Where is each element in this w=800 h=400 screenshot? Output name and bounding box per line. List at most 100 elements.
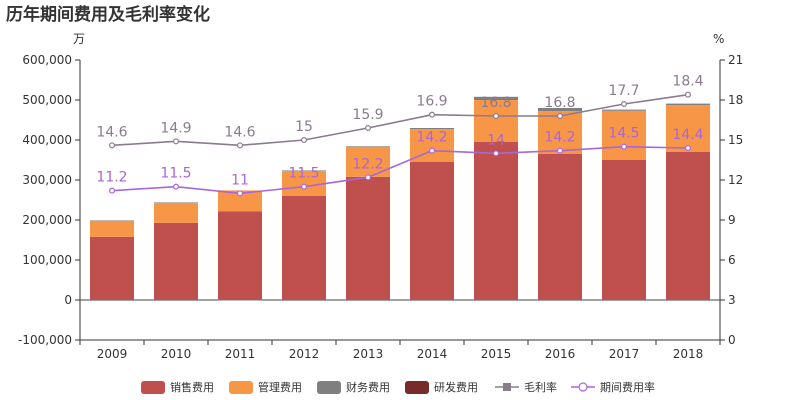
legend-swatch <box>405 381 429 394</box>
x-tick-label: 2013 <box>353 347 384 361</box>
data-label: 14.4 <box>672 127 703 143</box>
legend-label: 管理费用 <box>258 380 302 394</box>
right-tick-label: 3 <box>728 293 736 307</box>
right-tick-label: 21 <box>728 53 743 67</box>
data-point <box>108 187 115 194</box>
axes: -100,000 0 100,000 200,000 300,000 400,000 500… <box>18 53 743 361</box>
legend-label: 期间费用率 <box>600 380 655 394</box>
data-label: 14.9 <box>160 120 191 136</box>
left-axis-unit: 万 <box>73 32 85 46</box>
x-tick-label: 2011 <box>225 347 256 361</box>
data-label: 17.7 <box>608 83 639 99</box>
bar-segment <box>666 105 710 152</box>
data-label: 16.9 <box>416 94 447 110</box>
left-tick-label: 0 <box>64 293 72 307</box>
legend-swatch <box>229 381 253 394</box>
bar-segment <box>218 190 262 212</box>
bar-segment <box>90 220 134 237</box>
right-tick-label: 0 <box>728 333 736 347</box>
data-point <box>365 124 372 131</box>
bar-segment <box>346 176 390 300</box>
data-label: 11 <box>231 172 249 188</box>
data-label: 18.4 <box>672 74 703 90</box>
data-point <box>429 147 436 154</box>
legend-marker <box>503 383 511 391</box>
bar-segment <box>666 152 710 300</box>
bar-segment <box>474 96 518 100</box>
bar-segment <box>218 300 262 301</box>
right-axis-unit: % <box>713 32 724 46</box>
bar-segment <box>282 196 326 300</box>
series-line <box>111 93 689 147</box>
data-point <box>556 147 563 154</box>
data-label: 11.5 <box>160 166 191 182</box>
x-tick-label: 2018 <box>673 347 704 361</box>
x-tick-label: 2009 <box>97 347 128 361</box>
x-tick-label: 2015 <box>481 347 512 361</box>
data-label: 15 <box>295 119 313 135</box>
data-label: 14.6 <box>224 124 255 140</box>
legend-label: 毛利率 <box>524 380 557 394</box>
data-point <box>620 100 627 107</box>
left-tick-label: 200,000 <box>22 213 72 227</box>
bar-segment <box>602 110 646 160</box>
legend-label: 研发费用 <box>434 380 478 394</box>
left-tick-label: 100,000 <box>22 253 72 267</box>
bar-segment <box>90 220 134 221</box>
bar-segment <box>282 170 326 171</box>
bar-segment <box>474 100 518 142</box>
data-point <box>493 112 500 119</box>
chart-title: 历年期间费用及毛利率变化 <box>6 4 210 25</box>
bar-segment <box>602 109 646 111</box>
x-tick-label: 2010 <box>161 347 192 361</box>
bar-segment <box>538 154 582 300</box>
bar-segment <box>346 146 390 147</box>
bar-segment <box>218 211 262 300</box>
data-point <box>108 142 115 149</box>
legend-label: 销售费用 <box>170 380 214 394</box>
data-point <box>556 112 563 119</box>
right-tick-label: 12 <box>728 173 743 187</box>
left-tick-label: 600,000 <box>22 53 72 67</box>
data-label: 11.5 <box>288 166 319 182</box>
data-point <box>301 183 308 190</box>
legend-label: 财务费用 <box>346 380 390 394</box>
data-label: 15.9 <box>352 107 383 123</box>
data-point <box>237 190 244 197</box>
legend-marker <box>578 382 588 392</box>
legend-swatch <box>141 381 165 394</box>
x-tick-label: 2012 <box>289 347 320 361</box>
data-point <box>429 111 436 118</box>
right-tick-label: 6 <box>728 253 736 267</box>
bar-segment <box>90 236 134 300</box>
legend: 销售费用 管理费用 财务费用 研发费用 毛利率 期间费用率 <box>141 380 655 394</box>
left-tick-label: 400,000 <box>22 133 72 147</box>
data-label: 11.2 <box>96 170 127 186</box>
bar-segment <box>666 103 710 106</box>
bar-segment <box>474 142 518 300</box>
right-tick-label: 9 <box>728 213 736 227</box>
bar-segment <box>154 202 198 223</box>
data-label: 14.2 <box>544 130 575 146</box>
data-label: 14.2 <box>416 130 447 146</box>
series-line <box>111 145 689 195</box>
bar-segment <box>154 202 198 203</box>
lines: 14.6 14.9 14.6 15 15.9 16.9 16.8 16.8 17.7 18.4 11… <box>96 74 704 197</box>
bar-segment <box>538 108 582 112</box>
data-point <box>237 142 244 149</box>
x-tick-label: 2017 <box>609 347 640 361</box>
data-point <box>684 91 691 98</box>
right-tick-label: 15 <box>728 133 743 147</box>
data-label: 16.8 <box>480 95 511 111</box>
bar-segment <box>154 222 198 300</box>
data-point <box>493 150 500 157</box>
left-tick-label: 500,000 <box>22 93 72 107</box>
data-point <box>173 183 180 190</box>
data-label: 14 <box>487 132 505 148</box>
x-tick-label: 2014 <box>417 347 448 361</box>
data-point <box>301 137 308 144</box>
bar-segment <box>602 160 646 300</box>
x-tick-label: 2016 <box>545 347 576 361</box>
data-point <box>173 138 180 145</box>
left-tick-label: 300,000 <box>22 173 72 187</box>
